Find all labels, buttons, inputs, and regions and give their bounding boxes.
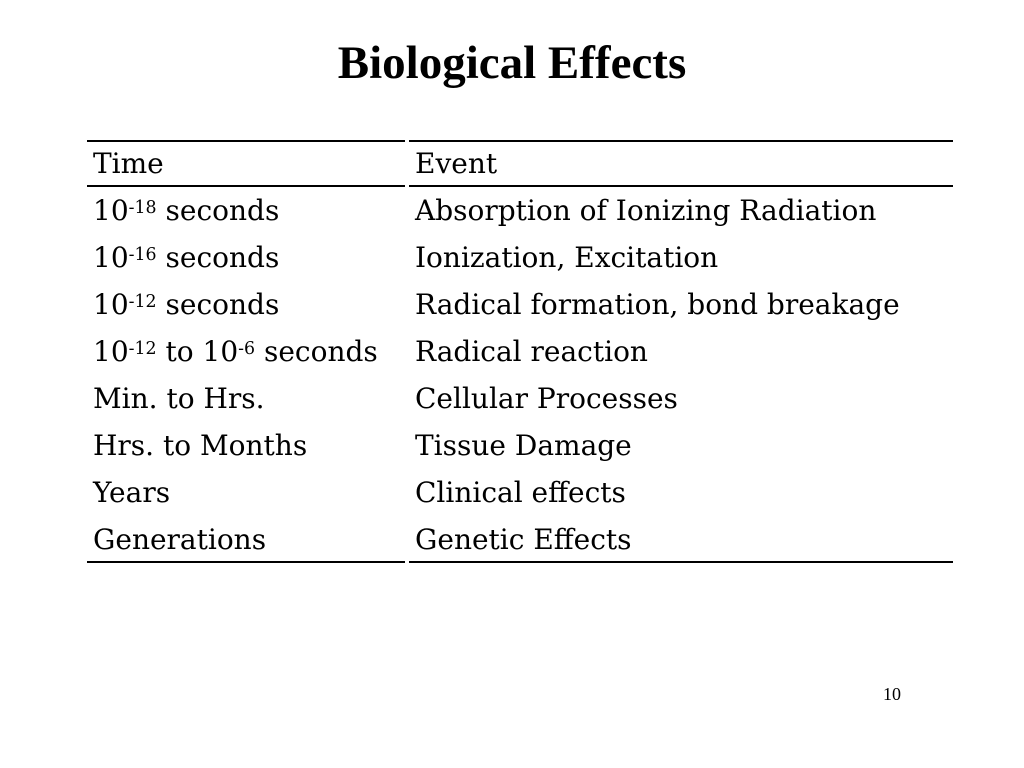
table-cell-time: Generations [87,516,405,563]
superscript-exponent: -12 [128,291,157,312]
table-cell-event: Cellular Processes [415,382,678,415]
table-cell-time: 10-12 seconds [93,288,280,321]
superscript-exponent: -12 [128,338,157,359]
table-header-time: Time [87,140,405,187]
slide-title: Biological Effects [337,37,687,89]
table-header-event: Event [409,140,953,187]
superscript-exponent: -18 [128,197,157,218]
table-cell-event: Tissue Damage [415,429,632,462]
table-cell-time: Hrs. to Months [93,429,308,462]
table-cell-time: 10-18 seconds [93,194,280,227]
effects-table: Time Event 10-18 seconds Absorption of Io… [87,140,953,563]
superscript-exponent: -16 [128,244,157,265]
superscript-exponent: -6 [238,338,256,359]
table-cell-event: Genetic Effects [409,516,953,563]
page-number: 10 [883,684,901,704]
table-cell-event: Ionization, Excitation [415,241,719,274]
table-cell-time: Years [93,476,171,509]
table-cell-time: 10-12 to 10-6 seconds [93,335,378,368]
table-cell-time: 10-16 seconds [93,241,280,274]
table-cell-event: Radical reaction [415,335,648,368]
table-cell-time: Min. to Hrs. [93,382,265,415]
table-cell-event: Absorption of Ionizing Radiation [415,194,877,227]
table-cell-event: Clinical effects [415,476,626,509]
table-cell-event: Radical formation, bond breakage [415,288,900,321]
